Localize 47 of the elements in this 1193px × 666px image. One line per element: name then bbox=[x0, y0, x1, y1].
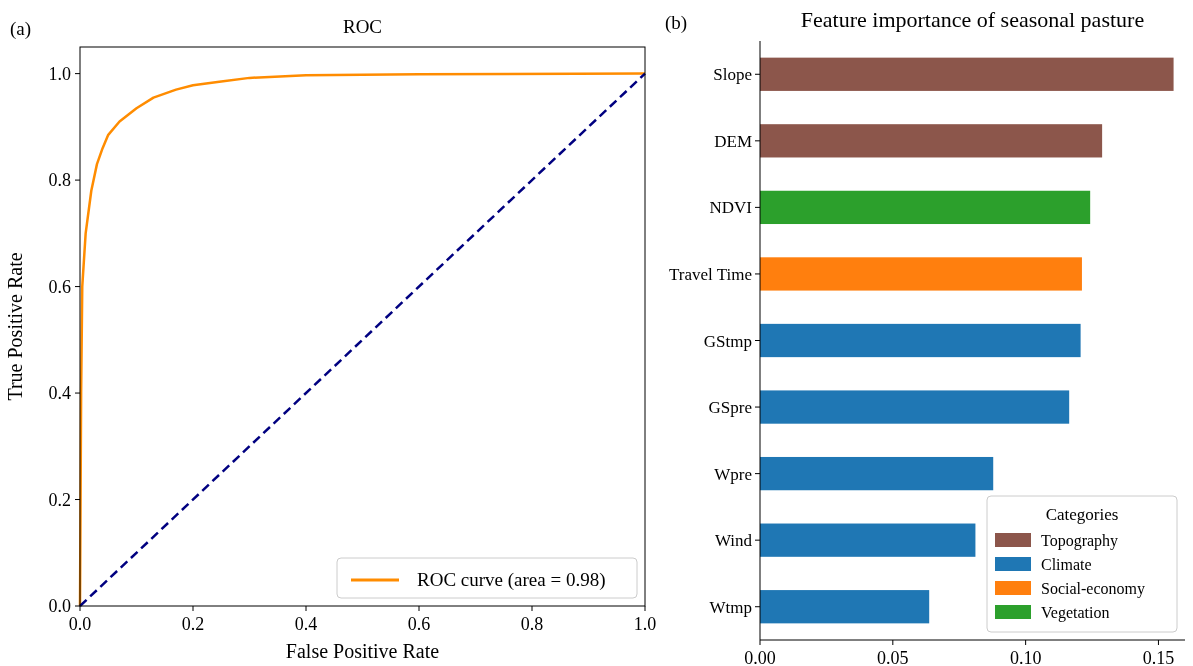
bar bbox=[760, 323, 1081, 358]
x-tick-label: 0.2 bbox=[181, 614, 205, 634]
y-tick-label: Travel Time bbox=[669, 264, 752, 284]
y-tick-label: GSpre bbox=[708, 398, 752, 418]
bar bbox=[760, 523, 976, 557]
y-tick-label: 0.8 bbox=[48, 170, 71, 191]
x-tick-label: 0.6 bbox=[407, 614, 431, 634]
x-tick-label: 0.10 bbox=[1009, 648, 1042, 666]
bar bbox=[760, 190, 1091, 225]
legend-label: Vegetation bbox=[1041, 604, 1110, 622]
line-series bbox=[78, 72, 647, 608]
y-tick-label: 0.0 bbox=[48, 596, 71, 616]
x-tick-label: 0.0 bbox=[68, 614, 92, 634]
chart-title: Feature importance of seasonal pasture bbox=[800, 7, 1145, 32]
text: (b) bbox=[665, 12, 688, 34]
bar bbox=[760, 390, 1070, 424]
legend-label: Social-economy bbox=[1041, 580, 1145, 598]
legend-label: Topography bbox=[1041, 532, 1119, 550]
x-tick-label: 0.15 bbox=[1142, 648, 1175, 666]
x-tick-label: 0.4 bbox=[294, 614, 318, 634]
x-tick-label: 0.05 bbox=[877, 648, 909, 666]
bar bbox=[760, 257, 1082, 291]
x-tick-label: 0.00 bbox=[744, 648, 776, 666]
y-tick-label: DEM bbox=[714, 131, 752, 151]
y-tick-label: GStmp bbox=[703, 331, 752, 351]
y-tick-label: 1.0 bbox=[48, 63, 71, 84]
y-tick-label: Wpre bbox=[714, 464, 752, 484]
y-tick-label: Wind bbox=[714, 531, 753, 551]
legend-title: Categories bbox=[1045, 505, 1119, 524]
text: (a) bbox=[10, 18, 32, 40]
chart-title: ROC bbox=[342, 16, 383, 37]
x-axis-title: False Positive Rate bbox=[285, 640, 440, 662]
bar bbox=[760, 456, 994, 491]
y-tick-label: 0.2 bbox=[48, 489, 71, 510]
legend-label: Climate bbox=[1041, 556, 1092, 573]
y-axis-title: True Positive Rate bbox=[4, 252, 26, 401]
bar bbox=[760, 57, 1174, 91]
x-tick-label: 1.0 bbox=[633, 614, 657, 634]
y-tick-label: NDVI bbox=[709, 198, 753, 218]
bar bbox=[760, 124, 1103, 158]
y-tick-label: Slope bbox=[713, 65, 752, 85]
y-tick-label: 0.6 bbox=[48, 276, 71, 297]
x-tick-label: 0.8 bbox=[520, 614, 544, 634]
y-tick-label: Wtmp bbox=[709, 597, 752, 617]
bar bbox=[760, 590, 930, 624]
legend-label: ROC curve (area = 0.98) bbox=[417, 569, 606, 591]
y-tick-label: 0.4 bbox=[48, 383, 71, 404]
